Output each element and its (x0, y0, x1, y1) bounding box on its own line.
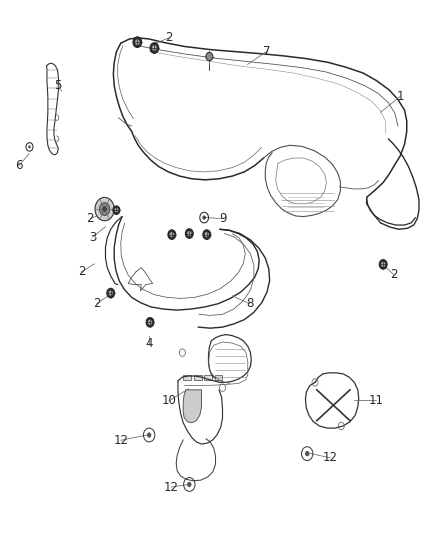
Circle shape (147, 432, 151, 438)
Circle shape (206, 52, 213, 61)
Text: 12: 12 (323, 451, 338, 464)
Circle shape (146, 318, 154, 327)
Circle shape (107, 288, 115, 298)
Circle shape (205, 232, 209, 237)
Text: 1: 1 (396, 90, 404, 103)
Circle shape (187, 482, 191, 487)
FancyBboxPatch shape (183, 375, 191, 380)
Text: 2: 2 (165, 31, 173, 44)
Circle shape (95, 197, 114, 221)
Circle shape (135, 39, 140, 45)
Circle shape (202, 215, 206, 220)
Circle shape (203, 230, 211, 239)
Text: 12: 12 (113, 434, 128, 447)
Text: 3: 3 (89, 231, 96, 244)
Text: 6: 6 (15, 159, 23, 172)
Text: 5: 5 (54, 79, 61, 92)
Circle shape (102, 206, 107, 212)
Circle shape (99, 203, 110, 215)
Circle shape (113, 206, 120, 214)
Text: 12: 12 (163, 481, 178, 494)
Circle shape (381, 262, 385, 267)
Polygon shape (183, 390, 201, 423)
Circle shape (152, 45, 157, 51)
Circle shape (150, 43, 159, 53)
Text: 2: 2 (86, 212, 94, 225)
Text: 7: 7 (263, 45, 271, 58)
Circle shape (114, 208, 118, 213)
Text: 2: 2 (93, 297, 100, 310)
Circle shape (185, 229, 193, 238)
Circle shape (28, 146, 31, 149)
Text: 2: 2 (390, 268, 397, 281)
Circle shape (148, 320, 152, 325)
FancyBboxPatch shape (215, 375, 223, 380)
Text: 4: 4 (145, 337, 153, 350)
Circle shape (170, 232, 174, 237)
Text: 2: 2 (78, 265, 85, 278)
Circle shape (379, 260, 387, 269)
FancyBboxPatch shape (194, 375, 201, 380)
Text: 11: 11 (369, 394, 384, 407)
Text: 8: 8 (246, 297, 253, 310)
Circle shape (187, 231, 191, 236)
Circle shape (305, 451, 309, 456)
Text: 10: 10 (161, 394, 176, 408)
Circle shape (109, 290, 113, 296)
FancyBboxPatch shape (204, 375, 212, 380)
Text: 9: 9 (219, 212, 227, 225)
Circle shape (133, 37, 142, 47)
Circle shape (168, 230, 176, 239)
